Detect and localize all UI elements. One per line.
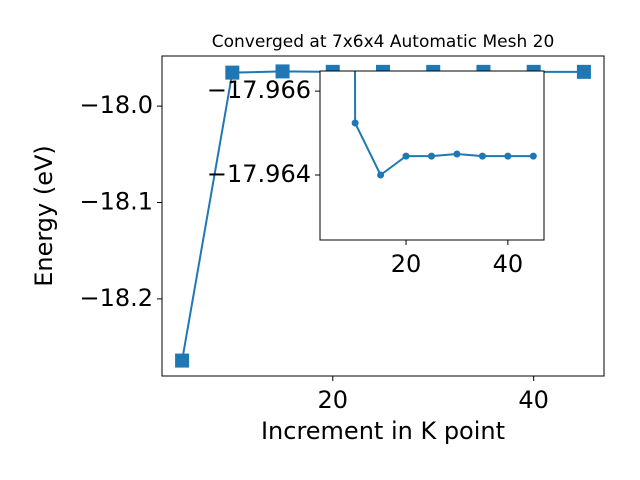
y-tick-label: −18.0	[79, 91, 153, 119]
series	[351, 71, 537, 179]
marker	[576, 64, 591, 79]
marker	[529, 152, 537, 160]
marker	[225, 65, 240, 80]
marker	[275, 64, 290, 79]
marker	[175, 353, 190, 368]
y-tick-label: −17.964	[207, 160, 311, 188]
marker	[351, 119, 359, 127]
axes-frame	[161, 55, 605, 377]
y-tick-label: −18.1	[79, 188, 153, 216]
marker	[402, 152, 410, 160]
x-axis-label: Increment in K point	[261, 417, 505, 445]
x-tick-label: 40	[518, 386, 549, 414]
y-axis-label: Energy (eV)	[30, 145, 58, 287]
marker	[427, 152, 435, 160]
marker	[504, 152, 512, 160]
marker	[453, 150, 461, 158]
axes-frame	[319, 70, 545, 241]
marker	[377, 171, 385, 179]
marker	[478, 152, 486, 160]
y-tick-label: −18.2	[79, 284, 153, 312]
chart-title: Converged at 7x6x4 Automatic Mesh 20	[212, 32, 555, 52]
x-tick-label: 40	[493, 250, 524, 278]
x-tick-label: 20	[317, 386, 348, 414]
y-tick-label: −17.966	[207, 76, 311, 104]
x-tick-label: 20	[391, 250, 422, 278]
